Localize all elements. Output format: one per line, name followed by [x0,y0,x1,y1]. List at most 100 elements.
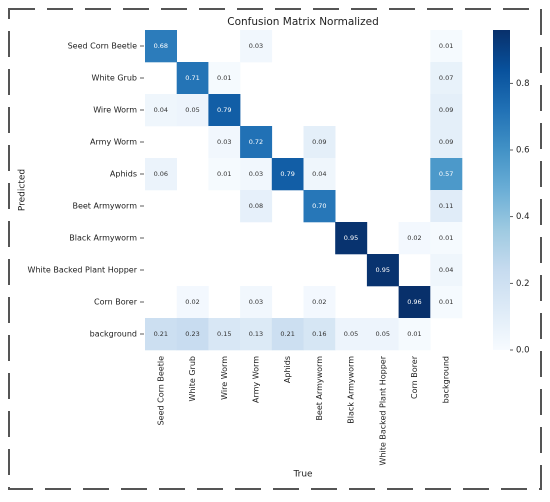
cell-label: 0.03 [249,170,263,178]
y-tick-label: Wire Worm [93,106,137,115]
cell-label: 0.01 [439,234,453,242]
heatmap-cell [240,30,273,63]
heatmap-cell [208,126,241,159]
heatmap-cell [430,254,463,287]
cell-label: 0.09 [439,138,453,146]
cell-label: 0.09 [312,138,326,146]
heatmap-cell [366,254,399,287]
heatmap-cell [240,318,273,351]
cell-label: 0.79 [217,106,231,114]
cell-label: 0.05 [185,106,199,114]
colorbar-tick-label: 0.6 [516,146,530,156]
cell-label: 0.01 [217,170,231,178]
cell-label: 0.57 [439,170,453,178]
heatmap-cell [430,286,463,319]
heatmap-cell [335,222,368,255]
colorbar-tick-label: 0.0 [516,346,530,356]
heatmap-cell [398,222,431,255]
heatmap-cell [303,286,336,319]
cell-label: 0.15 [217,330,231,338]
y-tick-label: White Backed Plant Hopper [28,266,138,275]
heatmap-cell [176,318,209,351]
cell-label: 0.04 [154,106,168,114]
cell-label: 0.71 [185,74,199,82]
heatmap-cell [398,286,431,319]
colorbar-tick-label: 0.8 [516,79,530,89]
cell-label: 0.01 [407,330,421,338]
cell-label: 0.16 [312,330,326,338]
x-tick-label: White Grub [188,356,197,401]
cell-label: 0.11 [439,202,453,210]
heatmap-cell [145,318,177,351]
cell-label: 0.07 [439,74,453,82]
heatmap-cell [240,190,273,223]
y-tick-label: Black Armyworm [69,234,137,243]
y-tick-label: White Grub [92,74,137,83]
heatmap-cell [303,126,336,159]
cell-label: 0.79 [280,170,294,178]
colorbar-tick-label: 0.2 [516,279,530,289]
x-axis-label: True [292,470,313,480]
x-tick-label: Army Worm [251,356,260,403]
cell-label: 0.01 [439,298,453,306]
heatmap-cell [240,286,273,319]
cell-label: 0.03 [249,42,263,50]
x-tick-label: background [442,356,451,403]
y-tick-label: background [90,330,137,339]
heatmap-cell [145,30,177,63]
heatmap-cell [398,318,431,351]
cell-label: 0.23 [185,330,199,338]
heatmap-cell [176,286,209,319]
y-tick-label: Army Worm [90,138,137,147]
cell-label: 0.03 [217,138,231,146]
screenshot-frame [8,8,542,490]
cell-label: 0.96 [407,298,421,306]
chart-title: Confusion Matrix Normalized [227,16,379,28]
cell-label: 0.05 [376,330,390,338]
cell-label: 0.95 [344,234,358,242]
heatmap-cell [176,62,209,95]
cell-label: 0.06 [154,170,168,178]
cell-label: 0.03 [249,298,263,306]
heatmap-cell [430,94,463,127]
cell-label: 0.70 [312,202,326,210]
cell-label: 0.05 [344,330,358,338]
colorbar [493,30,510,350]
cell-label: 0.21 [280,330,294,338]
heatmap-cell [176,94,209,127]
heatmap-cell [430,30,463,63]
x-tick-label: Corn Borer [410,355,419,399]
x-tick-label: Aphids [283,356,292,383]
heatmap-cell [145,94,177,127]
y-tick-label: Corn Borer [94,298,138,307]
heatmap-cell [303,190,336,223]
heatmap-cell [430,158,463,191]
heatmap-cell [430,222,463,255]
colorbar-tick-label: 0.4 [516,212,530,222]
heatmap-cell [303,318,336,351]
cell-label: 0.04 [439,266,453,274]
heatmap-cell [430,190,463,223]
cell-label: 0.21 [154,330,168,338]
x-tick-label: Seed Corn Beetle [156,356,165,425]
cell-label: 0.01 [439,42,453,50]
cell-label: 0.13 [249,330,263,338]
cell-label: 0.02 [407,234,421,242]
x-tick-label: Wire Worm [220,356,229,400]
heatmap-cell [240,126,273,159]
y-tick-label: Seed Corn Beetle [68,42,137,51]
heatmap-cell [335,318,368,351]
heatmap-cell [271,158,304,191]
x-tick-label: Black Armyworm [347,356,356,424]
heatmap-cell [208,62,241,95]
cell-label: 0.04 [312,170,326,178]
cell-label: 0.68 [154,42,168,50]
cell-label: 0.02 [185,298,199,306]
y-axis-label: Predicted [18,169,28,211]
heatmap-cell [430,126,463,159]
cell-label: 0.01 [217,74,231,82]
heatmap-cell [240,158,273,191]
heatmap-cell [145,158,177,191]
cell-label: 0.95 [376,266,390,274]
